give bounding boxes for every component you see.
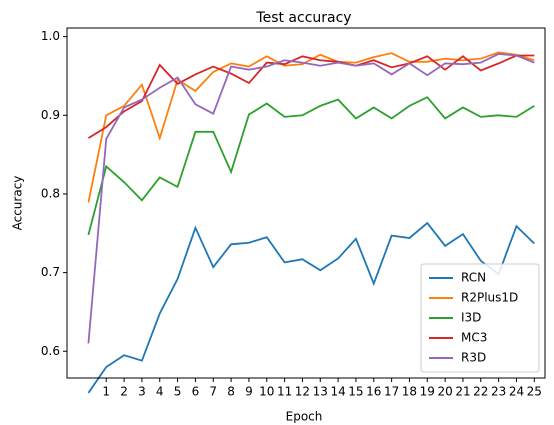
x-tick-label: 4 xyxy=(156,385,164,399)
plot-frame xyxy=(66,27,546,379)
legend: RCN R2Plus1D I3D MC3 R3D xyxy=(420,263,540,373)
x-axis-label: Epoch xyxy=(286,410,323,424)
x-tick-label: 25 xyxy=(527,385,542,399)
x-tick-label: 6 xyxy=(192,385,200,399)
x-tick-label: 17 xyxy=(384,385,399,399)
x-tick-label: 7 xyxy=(209,385,217,399)
y-tick-label: 1.0 xyxy=(41,29,60,43)
x-tick-label: 9 xyxy=(245,385,253,399)
x-tick-label: 19 xyxy=(420,385,435,399)
x-tick-label: 13 xyxy=(313,385,328,399)
chart-title: Test accuracy xyxy=(255,10,351,26)
x-tick-label: 15 xyxy=(348,385,363,399)
legend-box xyxy=(420,263,540,373)
x-tick-label: 8 xyxy=(227,385,235,399)
y-tick-label: 0.6 xyxy=(41,344,60,358)
series-line xyxy=(87,96,535,236)
series-line xyxy=(87,221,535,394)
x-tick-label: 12 xyxy=(295,385,310,399)
legend-label: R2Plus1D xyxy=(461,291,518,305)
x-tick-label: 18 xyxy=(402,385,417,399)
x-tick-label: 14 xyxy=(330,385,345,399)
x-tick-label: 16 xyxy=(366,385,381,399)
x-tick-label: 11 xyxy=(277,385,292,399)
series-line xyxy=(87,51,535,203)
x-tick-label: 20 xyxy=(437,385,452,399)
legend-label: MC3 xyxy=(461,331,487,345)
y-tick-label: 0.9 xyxy=(41,108,60,122)
legend-label: R3D xyxy=(461,351,486,365)
legend-label: RCN xyxy=(461,271,486,285)
y-tick-label: 0.8 xyxy=(41,186,60,200)
legend-label: I3D xyxy=(461,311,481,325)
x-tick-label: 10 xyxy=(259,385,274,399)
x-tick-label: 24 xyxy=(509,385,524,399)
series-line xyxy=(87,54,535,139)
x-tick-label: 21 xyxy=(455,385,470,399)
x-tick-label: 22 xyxy=(473,385,488,399)
x-tick-label: 3 xyxy=(138,385,146,399)
x-tick-label: 5 xyxy=(174,385,182,399)
x-tick-label: 1 xyxy=(102,385,110,399)
x-tick-label: 2 xyxy=(120,385,128,399)
series-line xyxy=(87,53,535,344)
y-tick-label: 0.7 xyxy=(41,265,60,279)
y-axis-label: Accuracy xyxy=(11,176,25,231)
x-tick-label: 23 xyxy=(491,385,506,399)
